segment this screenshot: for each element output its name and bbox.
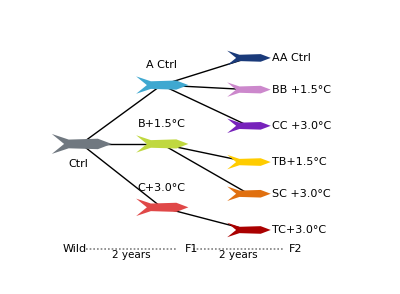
- Polygon shape: [227, 51, 271, 65]
- Polygon shape: [227, 186, 271, 201]
- Text: Ctrl: Ctrl: [68, 159, 88, 169]
- Polygon shape: [227, 155, 271, 169]
- Text: BB +1.5°C: BB +1.5°C: [272, 85, 331, 95]
- Polygon shape: [227, 82, 271, 97]
- Text: TC+3.0°C: TC+3.0°C: [272, 225, 326, 235]
- Polygon shape: [136, 135, 188, 153]
- Polygon shape: [227, 223, 271, 237]
- Polygon shape: [136, 76, 188, 94]
- Polygon shape: [136, 199, 188, 216]
- Text: Wild: Wild: [62, 244, 86, 254]
- Text: 2 years: 2 years: [112, 250, 151, 260]
- Text: CC +3.0°C: CC +3.0°C: [272, 121, 331, 131]
- Text: AA Ctrl: AA Ctrl: [272, 53, 310, 63]
- Text: F1: F1: [185, 244, 198, 254]
- Text: 2 years: 2 years: [219, 250, 258, 260]
- Text: B+1.5°C: B+1.5°C: [138, 119, 186, 129]
- Text: F2: F2: [289, 244, 302, 254]
- Polygon shape: [52, 134, 112, 154]
- Text: A Ctrl: A Ctrl: [146, 60, 177, 70]
- Text: C+3.0°C: C+3.0°C: [138, 183, 186, 193]
- Text: TB+1.5°C: TB+1.5°C: [272, 157, 326, 167]
- Polygon shape: [227, 118, 271, 133]
- Text: SC +3.0°C: SC +3.0°C: [272, 189, 330, 199]
